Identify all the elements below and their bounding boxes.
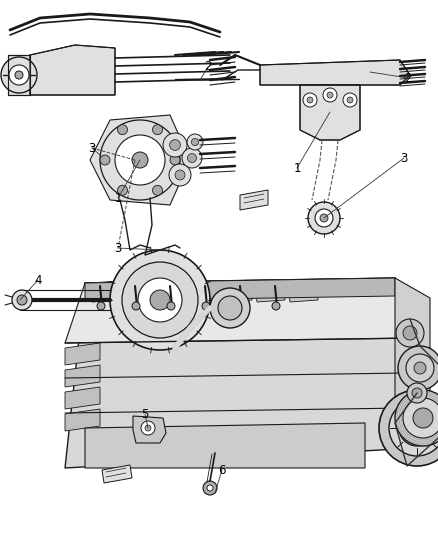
Circle shape [395, 390, 438, 446]
Circle shape [100, 120, 180, 200]
Circle shape [110, 250, 210, 350]
Text: 1: 1 [114, 191, 122, 205]
Circle shape [327, 92, 333, 98]
Text: 1: 1 [293, 161, 301, 174]
Polygon shape [65, 343, 100, 365]
Text: 5: 5 [141, 408, 148, 421]
Text: 3: 3 [114, 241, 122, 254]
Polygon shape [65, 278, 415, 468]
Circle shape [237, 302, 245, 310]
Circle shape [115, 135, 165, 185]
Polygon shape [222, 281, 252, 302]
Circle shape [207, 485, 213, 491]
Circle shape [167, 302, 175, 310]
Circle shape [407, 383, 427, 403]
Polygon shape [90, 281, 120, 302]
Circle shape [117, 125, 127, 135]
Text: 3: 3 [400, 151, 408, 165]
Circle shape [15, 71, 23, 79]
Circle shape [307, 97, 313, 103]
Circle shape [413, 408, 433, 428]
Circle shape [399, 410, 435, 446]
Polygon shape [240, 190, 268, 210]
Circle shape [145, 425, 151, 431]
Polygon shape [300, 85, 360, 140]
Circle shape [9, 65, 29, 85]
Circle shape [152, 125, 162, 135]
Circle shape [163, 133, 187, 157]
Circle shape [1, 57, 37, 93]
Polygon shape [260, 60, 410, 85]
Polygon shape [65, 365, 100, 387]
Text: 4: 4 [34, 273, 42, 287]
Circle shape [150, 290, 170, 310]
Polygon shape [85, 278, 395, 301]
Circle shape [12, 290, 32, 310]
Circle shape [343, 93, 357, 107]
Circle shape [138, 278, 182, 322]
Polygon shape [156, 281, 186, 302]
Circle shape [347, 97, 353, 103]
Circle shape [323, 88, 337, 102]
Circle shape [272, 302, 280, 310]
Circle shape [187, 134, 203, 150]
Circle shape [406, 354, 434, 382]
Circle shape [175, 170, 185, 180]
Circle shape [182, 148, 202, 168]
Circle shape [169, 164, 191, 186]
Polygon shape [8, 55, 30, 95]
Circle shape [303, 93, 317, 107]
Circle shape [100, 155, 110, 165]
Circle shape [403, 326, 417, 340]
Circle shape [202, 302, 210, 310]
Circle shape [210, 288, 250, 328]
Circle shape [187, 154, 197, 163]
Circle shape [308, 202, 340, 234]
Circle shape [152, 185, 162, 195]
Circle shape [17, 295, 27, 305]
Circle shape [117, 185, 127, 195]
Polygon shape [65, 278, 415, 343]
Circle shape [97, 302, 105, 310]
Polygon shape [255, 281, 285, 302]
Polygon shape [90, 115, 190, 205]
Polygon shape [133, 416, 166, 443]
Polygon shape [288, 281, 318, 302]
Text: 3: 3 [88, 141, 95, 155]
Circle shape [398, 346, 438, 390]
Text: 6: 6 [218, 464, 226, 477]
Text: 2: 2 [204, 61, 212, 74]
Circle shape [389, 400, 438, 456]
Circle shape [412, 388, 422, 398]
Polygon shape [395, 278, 430, 458]
Polygon shape [65, 387, 100, 409]
Polygon shape [30, 45, 115, 95]
Circle shape [122, 262, 198, 338]
Circle shape [203, 481, 217, 495]
Text: 2: 2 [404, 71, 412, 85]
Circle shape [191, 139, 198, 146]
Polygon shape [123, 281, 153, 302]
Circle shape [170, 140, 180, 150]
Circle shape [379, 390, 438, 466]
Circle shape [396, 319, 424, 347]
Polygon shape [65, 409, 100, 431]
Circle shape [218, 296, 242, 320]
Circle shape [414, 362, 426, 374]
Circle shape [132, 152, 148, 168]
Circle shape [320, 214, 328, 222]
Polygon shape [85, 423, 365, 468]
Circle shape [170, 155, 180, 165]
Polygon shape [189, 281, 219, 302]
Polygon shape [102, 465, 132, 483]
Circle shape [315, 209, 333, 227]
Circle shape [409, 420, 425, 436]
Circle shape [132, 302, 140, 310]
Circle shape [141, 421, 155, 435]
Circle shape [403, 398, 438, 438]
